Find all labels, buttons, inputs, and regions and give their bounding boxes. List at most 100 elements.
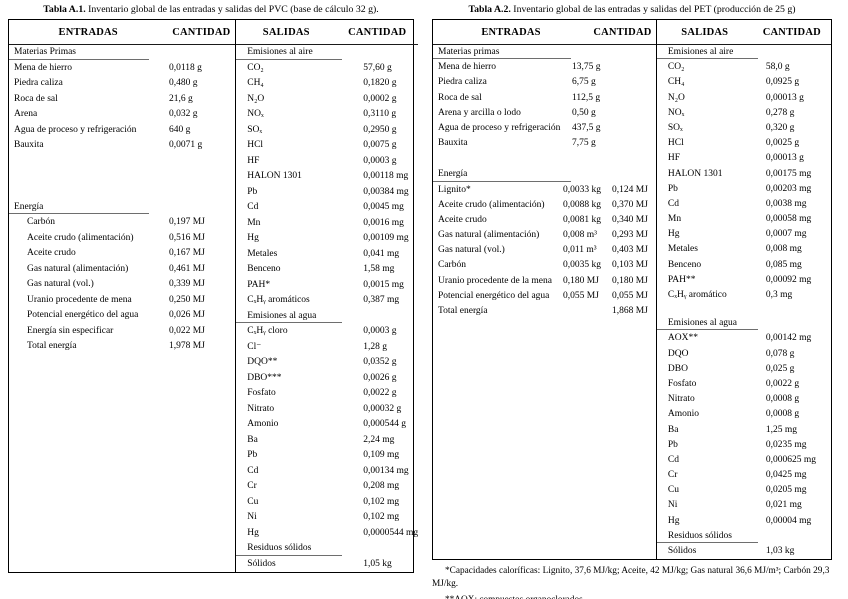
table-row: Carbón 0,197 MJ <box>9 215 235 231</box>
section-header: Emisiones al aire <box>236 45 418 61</box>
row-label: DBO <box>667 363 688 374</box>
table-row: Nitrato 0,00032 g <box>236 402 418 418</box>
tabla-a2-title: Tabla A.2. Inventario global de las entr… <box>432 3 832 17</box>
row-energy-value: 0,403 MJ <box>612 245 648 256</box>
row-label: Cr <box>247 481 257 491</box>
tabla-a1-salidas-body: Emisiones al aire CO₂ 57,60 g CH₄ 0,1820 g N₂… <box>236 45 418 572</box>
section-title: Energía <box>9 200 150 214</box>
row-quantity: 437,5 g <box>572 122 601 133</box>
row-label: Piedra caliza <box>438 77 487 88</box>
tabla-a2-entradas-body: Materias primas Mena de hierro 13,75 g Pied… <box>433 45 656 319</box>
row-label: CH₄ <box>247 78 264 88</box>
table-row: Pb 0,109 mg <box>236 448 418 464</box>
row-label: Arena <box>14 109 38 119</box>
row-label: Bauxita <box>438 138 468 149</box>
row-label: DQO <box>667 348 689 359</box>
table-row: Gas natural (alimentación) 0,461 MJ <box>9 262 235 278</box>
row-quantity: 2,24 mg <box>363 434 395 445</box>
row-label: Hg <box>247 527 259 538</box>
tabla-a2-frame: ENTRADAS CANTIDAD Materias primas Mena de… <box>432 19 832 561</box>
row-label: Agua de proceso y refrigeración <box>14 124 137 135</box>
row-label: CH₄ <box>667 77 685 88</box>
row-quantity: 0,025 g <box>765 363 795 374</box>
section-title: Emisiones al aire <box>236 45 342 60</box>
row-quantity: 0,00142 mg <box>765 333 812 344</box>
footnote-calorific-values: *Capacidades caloríficas: Lignito, 37,6 … <box>432 566 830 589</box>
row-quantity: 0,00109 mg <box>363 233 409 243</box>
section-header: Residuos sólidos <box>656 529 831 544</box>
table-row: Piedra caliza 0,480 g <box>9 76 235 92</box>
table-row: Carbón 0,0035 kg 0,103 MJ <box>433 258 656 273</box>
row-quantity: 0,109 mg <box>363 450 400 460</box>
row-quantity: 0,3 mg <box>765 290 793 300</box>
tabla-a1-entradas-header: ENTRADAS CANTIDAD <box>9 20 236 45</box>
row-quantity: 0,00013 g <box>765 92 804 103</box>
table-row: Gas natural (vol.) 0,339 MJ <box>9 277 235 293</box>
row-quantity: 0,0205 mg <box>765 485 807 496</box>
row-label: CₓHᵧ aromático <box>667 290 727 300</box>
row-label: Ni <box>247 512 257 522</box>
table-row: HCl 0,0025 g <box>657 136 831 151</box>
row-quantity: 0,008 mg <box>765 244 802 255</box>
row-label: Metales <box>247 248 278 259</box>
row-quantity: 0,000625 mg <box>765 454 817 465</box>
row-label: NOₓ <box>247 109 264 119</box>
table-row: Roca de sal 112,5 g <box>433 91 656 106</box>
row-quantity: 0,00134 mg <box>363 465 409 476</box>
table-row: Cr 0,208 mg <box>236 479 418 495</box>
tabla-a2-entradas-header: ENTRADAS CANTIDAD <box>433 20 656 45</box>
row-label: Cl⁻ <box>247 341 262 352</box>
row-quantity: 0,0022 g <box>765 378 800 389</box>
table-row: Ba 1,25 mg <box>657 423 831 438</box>
row-quantity: 0,055 MJ <box>563 290 599 301</box>
table-row: Amonio 0,0008 g <box>657 407 831 422</box>
row-quantity: 58,0 g <box>765 62 790 73</box>
row-quantity: 13,75 g <box>572 62 601 73</box>
row-label: Fosfato <box>667 378 697 389</box>
row-quantity: 0,00092 mg <box>765 274 812 285</box>
row-label: SOₓ <box>247 124 263 135</box>
row-quantity: 0,0071 g <box>169 140 203 150</box>
tabla-a1-title-number: Tabla A.1. <box>43 4 86 15</box>
row-label: Ba <box>247 434 258 445</box>
row-label: Gas natural (vol.) <box>438 245 505 256</box>
row-label: Aceite crudo (alimentación) <box>27 232 134 243</box>
row-label: Amonio <box>247 419 279 429</box>
tabla-a2-salidas-header: SALIDAS CANTIDAD <box>656 20 831 45</box>
row-energy-value: 0,370 MJ <box>612 199 648 210</box>
row-quantity: 0,208 mg <box>363 481 400 491</box>
tabla-a1-entradas-column: ENTRADAS CANTIDAD Materias Primas Mena de… <box>9 20 236 572</box>
table-row: N₂O 0,00013 g <box>657 91 831 106</box>
row-quantity: 0,0033 kg <box>563 184 601 195</box>
row-label: CO₂ <box>667 62 685 73</box>
row-quantity: 0,2950 g <box>363 124 397 135</box>
col-header-salidas: SALIDAS <box>262 26 310 38</box>
row-label: Arena y arcilla o lodo <box>438 107 521 118</box>
row-quantity: 0,0118 g <box>169 62 202 73</box>
row-label: Cd <box>667 198 679 209</box>
row-label: HALON 1301 <box>667 168 723 179</box>
row-quantity: 21,6 g <box>169 93 193 104</box>
row-quantity: 0,0008 g <box>765 409 800 420</box>
row-quantity: 0,0235 mg <box>765 439 807 450</box>
row-quantity: 0,1820 g <box>363 78 397 88</box>
section-title: Materias Primas <box>9 45 150 60</box>
row-label: Uranio procedente de la mena <box>438 275 552 286</box>
row-quantity: 0,167 MJ <box>169 248 205 258</box>
row-label: Pb <box>247 186 258 197</box>
row-label: Nitrato <box>667 394 695 405</box>
table-row: Ni 0,102 mg <box>236 510 418 526</box>
table-row: PAH* 0,0015 mg <box>236 278 418 294</box>
table-row: SOₓ 0,320 g <box>657 121 831 136</box>
row-label: Ni <box>667 500 678 511</box>
row-quantity: 1,05 kg <box>363 558 392 569</box>
row-label: HCl <box>667 138 684 149</box>
section-header: Energía <box>433 167 656 182</box>
row-label: Metales <box>667 244 698 255</box>
row-label: Carbón <box>438 260 466 271</box>
row-label: Benceno <box>247 264 281 274</box>
row-energy-value: 0,055 MJ <box>612 290 648 301</box>
section-title: Residuos sólidos <box>236 541 342 556</box>
table-row: Hg 0,0000544 mg <box>236 526 418 542</box>
table-row: CH₄ 0,1820 g <box>236 76 418 92</box>
